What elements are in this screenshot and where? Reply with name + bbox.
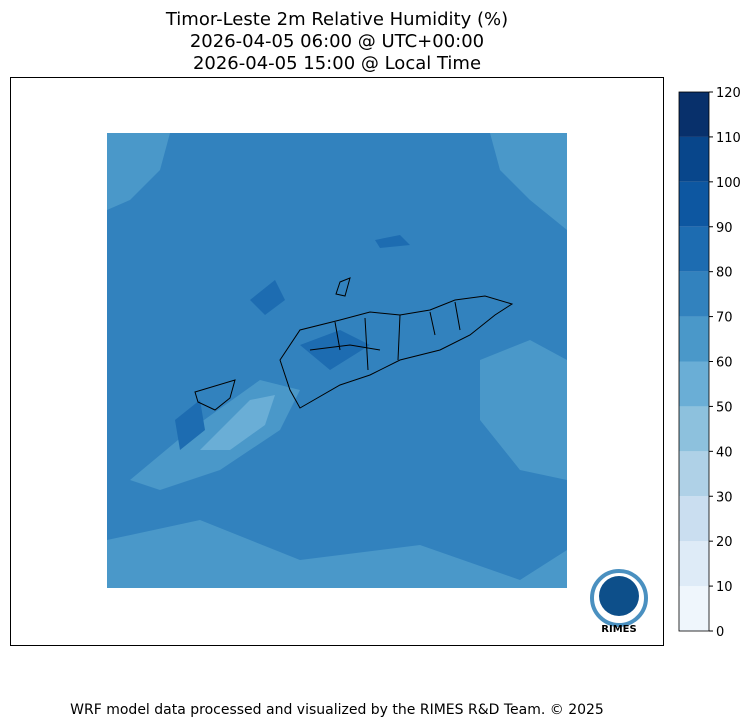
colorbar-tick-label: 20 <box>716 535 733 550</box>
coastlines <box>194 277 514 411</box>
logo-text: RIMES <box>601 624 636 635</box>
timor-outline <box>279 295 514 409</box>
colorbar-tick-label: 80 <box>716 266 733 281</box>
colorbar-band <box>679 361 709 407</box>
colorbar-tick-label: 0 <box>716 625 724 640</box>
field-region <box>480 340 567 480</box>
field-region <box>490 133 567 230</box>
field-region <box>300 330 370 370</box>
field-region <box>200 395 275 450</box>
colorbar-tick-label: 60 <box>716 356 733 371</box>
colorbar-band <box>679 541 709 587</box>
colorbar-band <box>679 181 709 227</box>
colorbar-band <box>679 496 709 542</box>
colorbar-tick-label: 50 <box>716 400 733 415</box>
atauro-outline <box>335 277 351 297</box>
colorbar-band <box>679 271 709 317</box>
footer: WRF model data processed and visualized … <box>70 702 604 718</box>
logo-globe <box>599 576 639 616</box>
logo: RIMES <box>590 569 648 635</box>
colorbar-band <box>679 451 709 497</box>
field-region <box>107 520 567 588</box>
colorbar-tick-label: 110 <box>716 131 741 146</box>
colorbar-tick-label: 40 <box>716 445 733 460</box>
colorbar-band <box>679 406 709 452</box>
field-region <box>375 235 410 248</box>
colorbar-tick-label: 120 <box>716 86 741 101</box>
colorbar-tick-label: 10 <box>716 580 733 595</box>
title-line: 2026-04-05 06:00 @ UTC+00:00 <box>190 31 484 52</box>
oecusse-outline <box>194 379 236 411</box>
colorbar-tick-label: 30 <box>716 490 733 505</box>
colorbar: 0 10 20 30 40 50 60 70 80 90 100 110 120 <box>678 86 741 640</box>
colorbar-band <box>679 586 709 631</box>
colorbar-band <box>679 316 709 362</box>
colorbar-tick-label: 90 <box>716 221 733 236</box>
colorbar-band <box>679 136 709 182</box>
map-field <box>107 133 567 588</box>
colorbar-band <box>679 92 709 137</box>
title-line: Timor-Leste 2m Relative Humidity (%) <box>165 9 508 30</box>
colorbar-tick-label: 70 <box>716 311 733 326</box>
field-region <box>175 400 205 450</box>
colorbar-tick-label: 100 <box>716 176 741 191</box>
field-region <box>250 280 285 315</box>
colorbar-band <box>679 226 709 272</box>
title-line: 2026-04-05 15:00 @ Local Time <box>193 53 481 74</box>
district-borders <box>309 301 461 371</box>
field-region <box>107 133 170 210</box>
